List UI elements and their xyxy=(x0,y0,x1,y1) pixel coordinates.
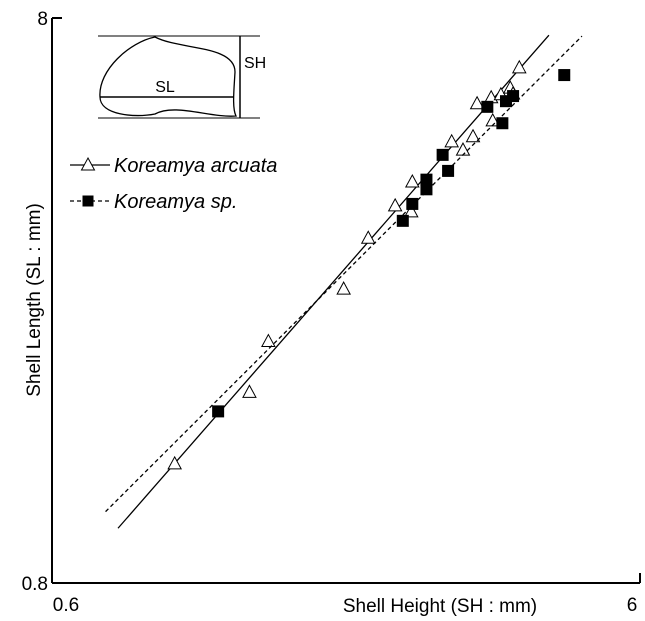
y-axis-label: Shell Length (SL : mm) xyxy=(24,203,45,397)
shell-inset: SL SH xyxy=(98,35,266,119)
square-point xyxy=(420,183,433,196)
triangle-point xyxy=(404,173,420,188)
triangle-point xyxy=(465,128,481,143)
triangle-point xyxy=(261,333,276,348)
triangle-point xyxy=(336,281,351,295)
square-point xyxy=(442,164,455,177)
triangle-point xyxy=(387,197,403,212)
y-tick-label: 0.8 xyxy=(22,574,48,595)
triangle-point xyxy=(242,384,257,398)
triangle-point xyxy=(403,203,419,218)
x-tick-label: 6 xyxy=(627,595,638,616)
y-tick-label: 8 xyxy=(37,9,48,30)
shell-outline xyxy=(99,36,238,117)
square-point xyxy=(558,69,571,82)
legend-label: Koreamya sp. xyxy=(114,191,237,213)
triangle-point xyxy=(469,95,485,110)
triangle-point xyxy=(360,230,376,244)
triangle-point xyxy=(455,142,471,156)
legend-label: Koreamya arcuata xyxy=(114,155,277,177)
square-point xyxy=(406,197,419,210)
square-point xyxy=(436,148,449,161)
fit-line xyxy=(105,35,583,513)
square-point xyxy=(481,100,494,113)
square-point xyxy=(212,405,225,418)
legend-marker xyxy=(80,156,96,171)
triangle-point xyxy=(511,59,527,74)
x-tick-label: 0.6 xyxy=(53,595,79,616)
triangle-point xyxy=(444,133,460,148)
sh-label: SH xyxy=(244,55,266,72)
legend-marker xyxy=(82,195,94,207)
sl-label: SL xyxy=(155,79,175,96)
square-point xyxy=(507,90,520,103)
square-point xyxy=(396,214,409,227)
square-point xyxy=(496,117,509,130)
fit-line xyxy=(117,34,550,529)
triangle-point xyxy=(167,455,183,470)
x-axis-label: Shell Height (SH : mm) xyxy=(343,596,537,617)
